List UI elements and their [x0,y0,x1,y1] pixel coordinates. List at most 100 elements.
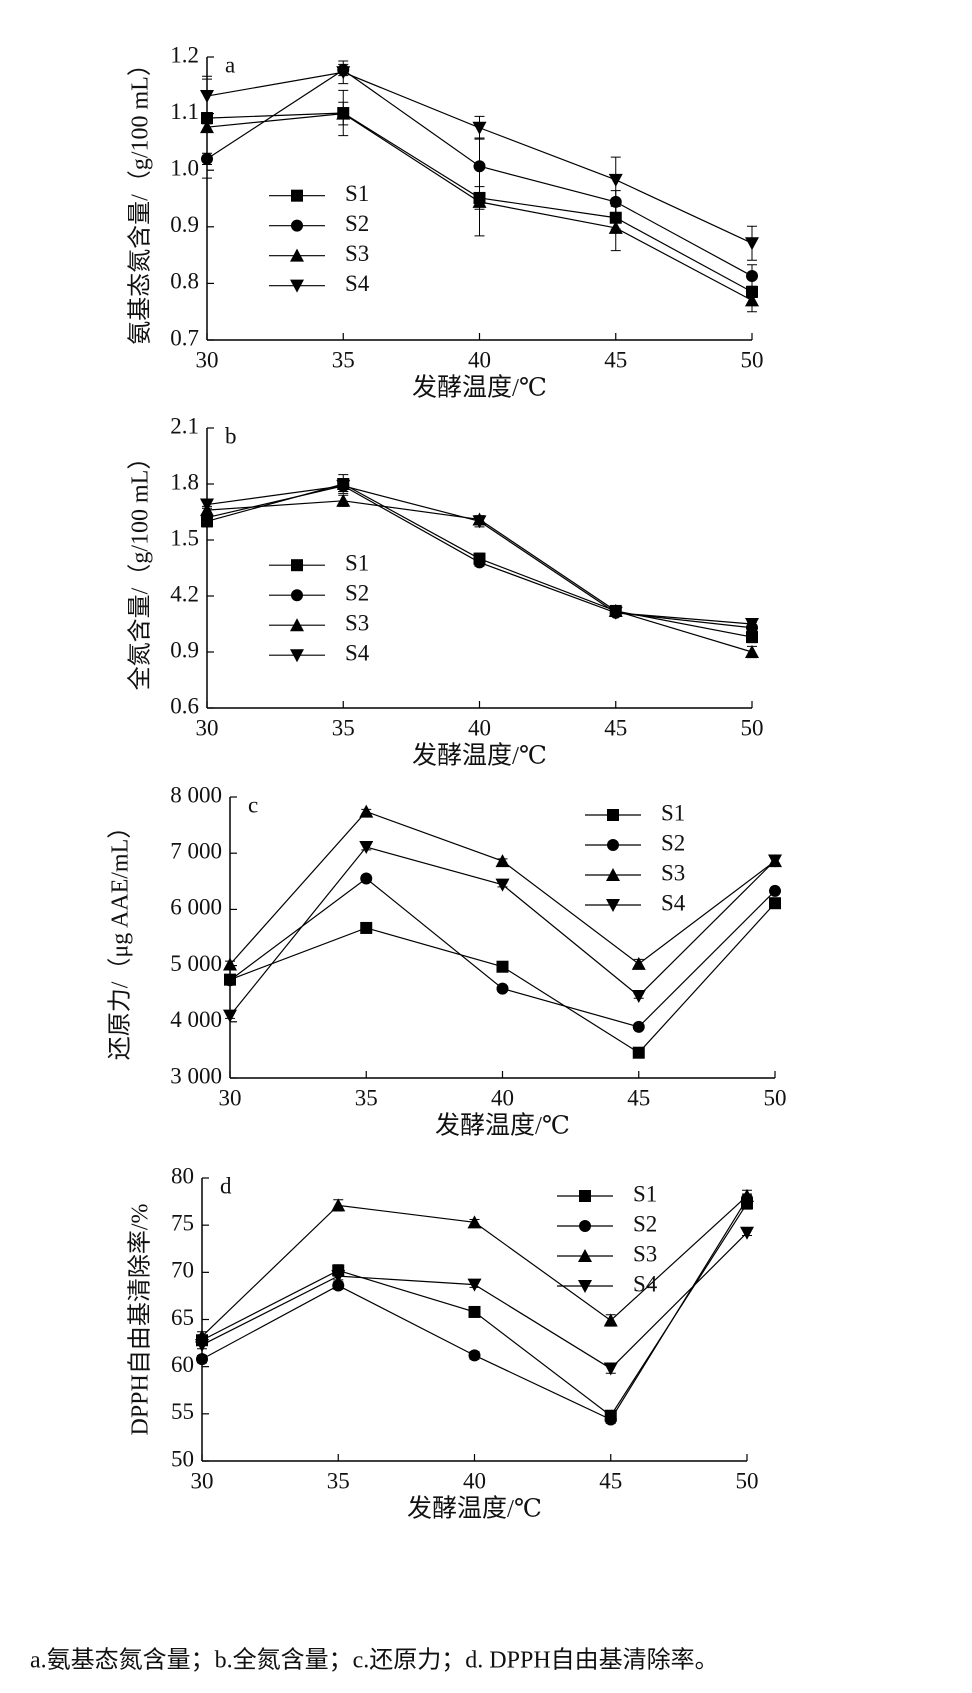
y-tick-label: 1.8 [170,469,199,494]
y-tick-label: 1.0 [170,155,199,180]
marker [291,589,303,602]
marker [290,618,304,632]
x-axis-label: 发酵温度/℃ [412,374,547,402]
marker [473,160,486,173]
x-tick-label: 40 [468,347,491,372]
x-tick-label: 30 [196,715,219,740]
marker [495,878,510,892]
legend-label: S1 [345,550,369,575]
marker [769,884,781,897]
y-tick-label: 1.2 [170,42,199,67]
y-tick-label: 1.1 [170,99,199,124]
marker [578,1280,592,1293]
marker [496,960,509,973]
marker [746,631,758,644]
y-tick-label: 6 000 [170,895,222,920]
marker [336,106,351,120]
marker [608,606,623,620]
y-tick-label: 80 [171,1163,194,1188]
x-tick-label: 45 [627,1085,650,1110]
series-line [201,1232,748,1370]
marker [746,270,758,283]
y-tick-label: 5 000 [170,951,222,976]
x-tick-label: 45 [604,715,627,740]
marker [467,1215,482,1229]
marker [224,974,236,987]
marker [290,248,304,262]
marker [579,1220,591,1232]
y-tick-label: 3 000 [170,1063,222,1088]
marker [467,1278,482,1292]
figure-caption: a.氨基态氮含量；b.全氮含量；c.还原力；d. DPPH自由基清除率。 [30,1647,719,1674]
x-tick-label: 40 [468,715,491,740]
y-tick-label: 8 000 [170,782,222,807]
x-tick-label: 35 [332,347,355,372]
marker [473,556,486,569]
marker [740,1226,754,1240]
marker [607,809,619,821]
marker [332,1279,345,1292]
x-tick-label: 50 [741,715,764,740]
x-tick-label: 45 [599,1468,622,1493]
marker [606,899,620,912]
marker [632,1020,645,1033]
marker [768,854,782,868]
legend-label: S1 [633,1181,657,1206]
marker [495,854,510,868]
marker [578,1249,592,1262]
marker [291,219,303,232]
y-tick-label: 0.8 [170,269,199,294]
marker [496,982,509,995]
x-tick-label: 35 [327,1468,350,1493]
x-tick-label: 50 [764,1085,787,1110]
marker [291,189,303,202]
marker [331,1198,346,1212]
marker [200,120,214,134]
marker [359,804,374,818]
legend-label: S4 [345,271,370,296]
x-axis-label: 发酵温度/℃ [407,1495,542,1523]
marker [360,872,373,885]
y-tick-label: 70 [171,1258,194,1283]
x-tick-label: 30 [219,1085,242,1110]
marker [291,559,303,572]
y-axis-label: 氨基态氮含量/（g/100 mL） [127,52,154,345]
y-tick-label: 75 [171,1210,194,1235]
legend-label: S2 [633,1211,657,1236]
marker [603,1362,618,1376]
x-axis-label: 发酵温度/℃ [435,1112,570,1140]
marker [290,649,304,663]
legend-label: S4 [633,1271,658,1296]
marker [579,1190,591,1202]
marker [223,1009,237,1023]
marker [608,173,623,187]
y-tick-label: 50 [171,1446,194,1471]
marker [331,1270,346,1284]
marker [745,293,759,307]
marker [360,921,373,934]
legend-label: S2 [345,580,369,605]
y-tick-label: 0.7 [170,325,199,350]
x-tick-label: 35 [355,1085,378,1110]
x-tick-label: 40 [463,1468,486,1493]
marker [472,121,487,135]
marker [631,956,646,970]
y-tick-label: 65 [171,1305,194,1330]
marker [468,1349,481,1362]
y-tick-label: 4 000 [170,1007,222,1032]
marker [200,498,214,512]
x-tick-label: 50 [736,1468,759,1493]
marker [769,897,781,910]
marker [195,1338,209,1352]
x-tick-label: 35 [332,715,355,740]
legend-label: S1 [661,800,685,825]
legend-label: S4 [345,640,370,665]
series-line [229,902,776,1054]
y-tick-label: 4.2 [170,581,199,606]
marker [336,493,351,507]
marker [603,1313,618,1327]
marker [606,868,620,881]
y-tick-label: 7 000 [170,838,222,863]
